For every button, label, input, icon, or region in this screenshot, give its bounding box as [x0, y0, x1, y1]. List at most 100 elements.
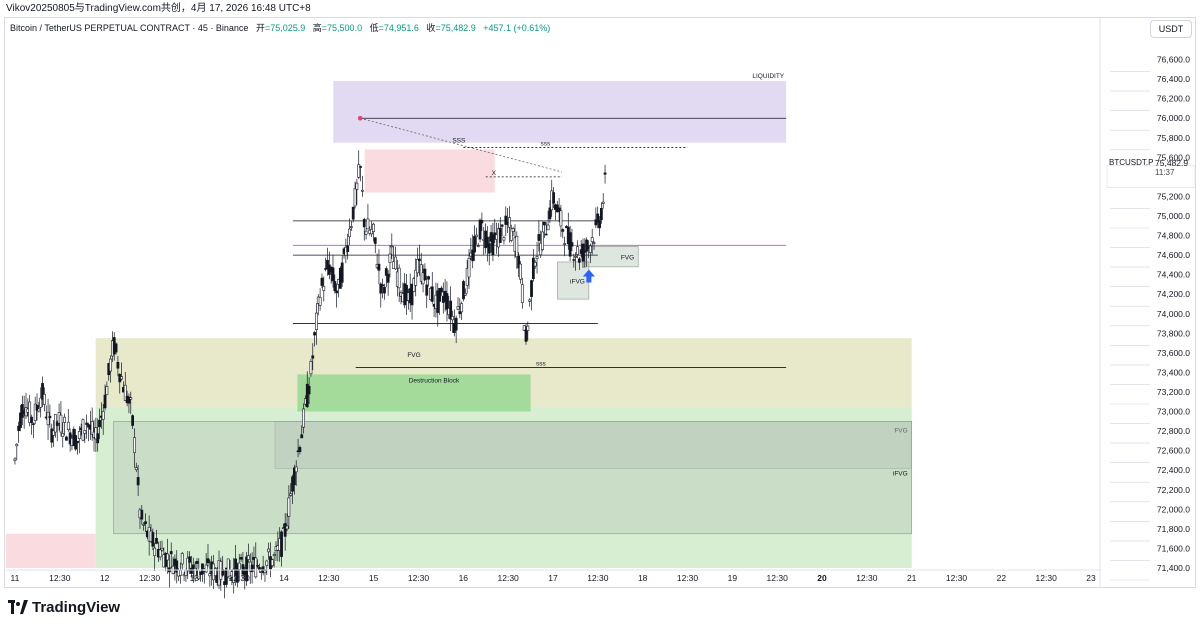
candle-body-161 [309, 361, 313, 375]
time-tick-16: 19 [728, 573, 738, 583]
zone-5 [113, 421, 912, 535]
candle-body-250 [473, 236, 476, 253]
candle-body-159 [305, 383, 309, 408]
candle-body-48 [101, 411, 105, 420]
price-axis: 76,600.0 76,400.0 76,200.0 76,000.0 75,800.0… [1099, 18, 1196, 588]
candle-body-200 [381, 284, 385, 287]
candle-body-317 [596, 213, 600, 223]
tradingview-logo[interactable]: TradingView [8, 598, 120, 616]
price-tick-21: 72,400.0 [1157, 465, 1190, 475]
candle-body-254 [480, 220, 484, 224]
candle-body-25 [59, 414, 63, 433]
candle-body-105 [206, 558, 210, 564]
candle-body-23 [55, 421, 59, 426]
low-label: 低 [369, 23, 379, 33]
time-tick-8: 15 [369, 573, 379, 583]
low-value: =74,951.6 [378, 23, 419, 33]
time-tick-0: 11 [11, 573, 20, 583]
candle-body-196 [373, 237, 377, 244]
price-tick-11: 74,400.0 [1157, 270, 1190, 280]
candle-body-182 [348, 228, 351, 238]
candle-body-258 [487, 243, 491, 254]
change-value: +457.1 (+0.61%) [483, 23, 551, 33]
candle-body-290 [546, 224, 550, 231]
candle-body-298 [561, 229, 565, 232]
price-tick-1: 76,400.0 [1157, 74, 1190, 84]
close-label: 收 [426, 23, 436, 33]
time-tick-18: 20 [817, 573, 827, 583]
candle-body-0 [13, 458, 17, 461]
candle-body-209 [397, 267, 401, 289]
candle-body-223 [423, 268, 427, 281]
candle-body-227 [430, 286, 434, 302]
candle-body-203 [386, 273, 390, 283]
candle-body-216 [410, 283, 414, 306]
candle-body-296 [557, 207, 561, 212]
candle-body-306 [576, 246, 579, 255]
candle-body-279 [526, 325, 530, 331]
candle-body-251 [474, 234, 478, 237]
candle-body-198 [377, 263, 381, 271]
candle-body-307 [577, 258, 581, 263]
candle-body-76 [153, 547, 157, 557]
candle-body-289 [544, 233, 548, 236]
candle-body-253 [478, 219, 482, 240]
zone-label: iFVG [570, 279, 585, 286]
price-tick-3: 76,000.0 [1157, 113, 1190, 123]
currency-selector-button[interactable]: USDT [1150, 20, 1192, 38]
candle-body-153 [294, 466, 298, 473]
candle-body-168 [322, 286, 326, 291]
candle-body-126 [245, 556, 248, 582]
candle-body-66 [134, 467, 138, 470]
candle-body-173 [331, 267, 335, 282]
price-tick-9: 74,800.0 [1157, 231, 1190, 241]
candle-body-237 [449, 300, 453, 320]
price-tick-26: 71,400.0 [1157, 563, 1190, 573]
price-tick-20: 72,600.0 [1157, 446, 1190, 456]
high-value: =75,500.0 [321, 23, 363, 33]
candle-body-238 [451, 316, 454, 321]
candle-body-15 [41, 383, 44, 400]
candle-body-191 [364, 230, 368, 235]
zone-1 [364, 149, 495, 193]
candle-body-242 [458, 311, 462, 315]
candle-body-16 [42, 394, 46, 405]
candle-body-287 [541, 231, 544, 250]
candle-body-97 [191, 564, 195, 570]
price-tick-10: 74,600.0 [1157, 250, 1190, 260]
candle-body-162 [311, 355, 315, 359]
candle-body-109 [213, 568, 217, 577]
candle-body-167 [320, 277, 324, 286]
candle-body-297 [559, 210, 563, 227]
time-tick-3: 12:30 [139, 573, 161, 583]
last-price-box [1106, 165, 1196, 189]
candle-body-80 [160, 547, 164, 551]
candle-body-275 [519, 263, 522, 280]
candle-body-231 [438, 287, 442, 302]
candle-body-166 [318, 297, 322, 306]
candle-body-281 [530, 280, 533, 297]
candle-body-45 [96, 433, 100, 444]
time-tick-6: 14 [279, 573, 289, 583]
price-tick-2: 76,200.0 [1157, 94, 1190, 104]
candle-body-141 [272, 554, 276, 556]
price-tick-25: 71,600.0 [1157, 543, 1190, 553]
level-label: X [492, 170, 497, 177]
candle-body-46 [98, 419, 101, 428]
candle-body-201 [383, 286, 386, 294]
candle-body-136 [263, 570, 267, 574]
price-tick-16: 73,400.0 [1157, 367, 1190, 377]
swing-high-marker [357, 115, 363, 121]
candle-body-131 [254, 557, 258, 578]
candle-body-185 [353, 188, 357, 207]
candle-body-314 [590, 237, 594, 243]
candle-body-310 [583, 250, 587, 253]
candle-body-26 [61, 433, 65, 437]
annotation-1: SSS [452, 138, 466, 145]
labels-layer: FVG SSS [407, 138, 595, 359]
price-tick-23: 72,000.0 [1157, 504, 1190, 514]
candle-body-150 [289, 493, 293, 496]
candle-body-192 [366, 218, 370, 230]
candle-body-137 [265, 560, 269, 566]
